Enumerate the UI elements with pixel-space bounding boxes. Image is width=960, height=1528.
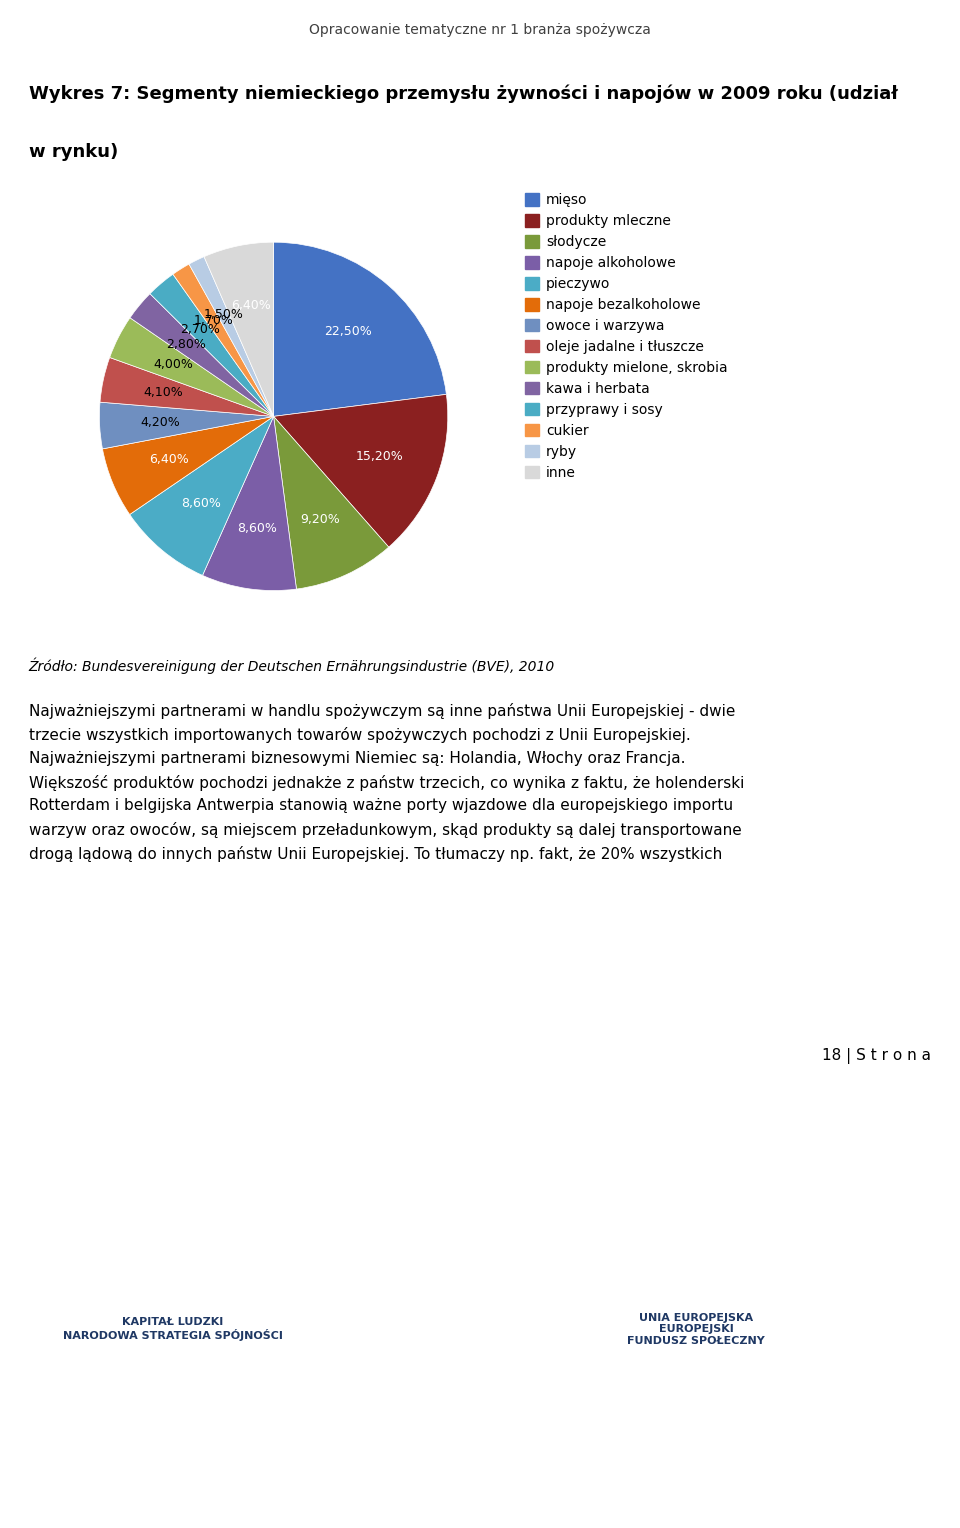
Text: UNIA EUROPEJSKA
EUROPEJSKI
FUNDUSZ SPOŁECZNY: UNIA EUROPEJSKA EUROPEJSKI FUNDUSZ SPOŁE… — [627, 1313, 765, 1346]
Text: Wykres 7: Segmenty niemieckiego przemysłu żywności i napojów w 2009 roku (udział: Wykres 7: Segmenty niemieckiego przemysł… — [29, 84, 898, 102]
Text: 2,70%: 2,70% — [180, 324, 221, 336]
Text: 1,50%: 1,50% — [204, 309, 244, 321]
Wedge shape — [100, 358, 274, 417]
Text: 18 | S t r o n a: 18 | S t r o n a — [822, 1048, 931, 1063]
Wedge shape — [103, 417, 274, 515]
Wedge shape — [204, 241, 274, 417]
Text: 1,70%: 1,70% — [193, 315, 233, 327]
Text: Najważniejszymi partnerami w handlu spożywczym są inne państwa Unii Europejskiej: Najważniejszymi partnerami w handlu spoż… — [29, 703, 744, 862]
Wedge shape — [150, 274, 274, 417]
Text: 4,10%: 4,10% — [143, 387, 182, 399]
Text: KAPITAŁ LUDZKI
NARODOWA STRATEGIA SPÓJNOŚCI: KAPITAŁ LUDZKI NARODOWA STRATEGIA SPÓJNO… — [62, 1317, 283, 1342]
Wedge shape — [100, 402, 274, 449]
Wedge shape — [109, 318, 274, 417]
Text: 8,60%: 8,60% — [181, 497, 221, 510]
Text: 6,40%: 6,40% — [149, 454, 189, 466]
Wedge shape — [274, 394, 447, 547]
Text: 22,50%: 22,50% — [324, 325, 372, 338]
Text: Opracowanie tematyczne nr 1 branża spożywcza: Opracowanie tematyczne nr 1 branża spoży… — [309, 23, 651, 37]
Text: 4,00%: 4,00% — [153, 358, 193, 371]
Text: 6,40%: 6,40% — [230, 299, 271, 312]
Text: PROJEKT WSPÓŁFINANSOWANY PRZEZ UNIĘ EUROPEJSKĄ W RAMACH EUROPEJSKIEGO FUNDUSZU S: PROJEKT WSPÓŁFINANSOWANY PRZEZ UNIĘ EURO… — [186, 1497, 774, 1510]
Wedge shape — [173, 264, 274, 417]
Text: 15,20%: 15,20% — [355, 449, 403, 463]
Wedge shape — [130, 417, 274, 576]
Legend: mięso, produkty mleczne, słodycze, napoje alkoholowe, pieczywo, napoje bezalkoho: mięso, produkty mleczne, słodycze, napoj… — [525, 194, 728, 480]
Text: 8,60%: 8,60% — [237, 523, 277, 535]
Wedge shape — [203, 417, 297, 590]
Text: 4,20%: 4,20% — [141, 416, 180, 429]
Text: 2,80%: 2,80% — [166, 338, 206, 350]
Wedge shape — [130, 293, 274, 417]
Text: w rynku): w rynku) — [29, 142, 118, 160]
Text: Źródło: Bundesvereinigung der Deutschen Ernährungsindustrie (BVE), 2010: Źródło: Bundesvereinigung der Deutschen … — [29, 659, 555, 674]
Text: 9,20%: 9,20% — [300, 513, 341, 526]
Wedge shape — [274, 241, 446, 417]
Wedge shape — [274, 417, 389, 590]
Wedge shape — [189, 257, 274, 417]
